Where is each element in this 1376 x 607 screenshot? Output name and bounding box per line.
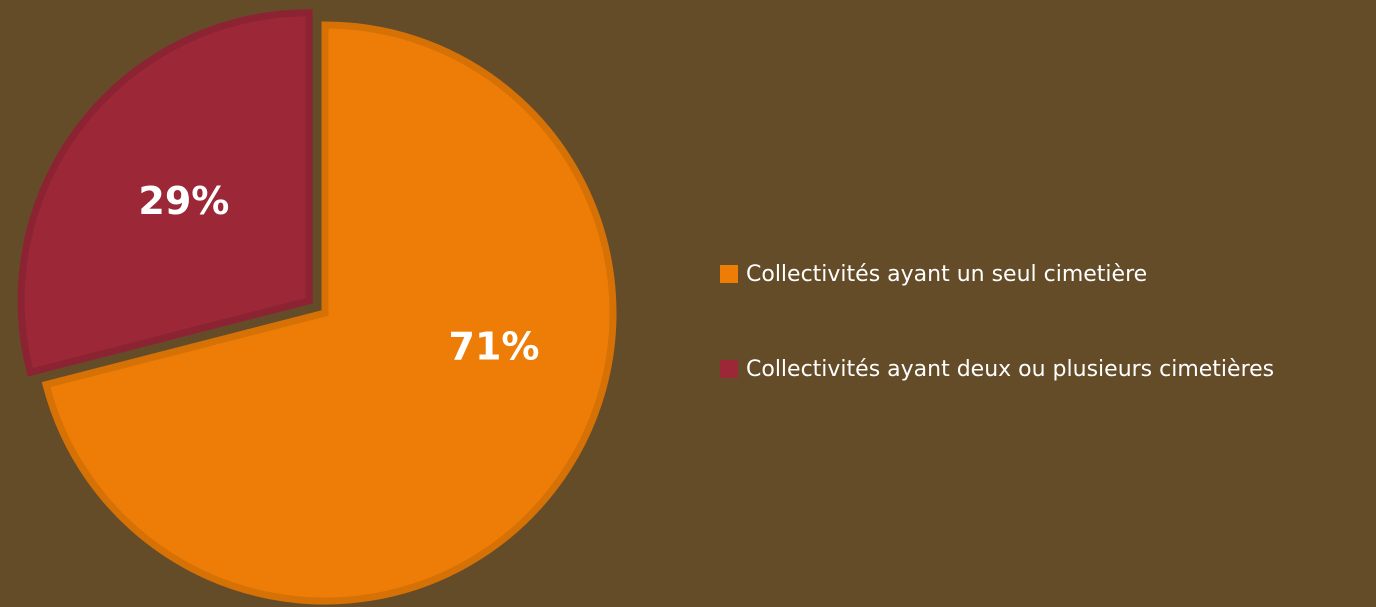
legend-swatch	[720, 265, 738, 283]
legend-swatch	[720, 360, 738, 378]
data-label: 29%	[138, 179, 229, 223]
pie-slice	[41, 21, 617, 605]
legend-label: Collectivités ayant un seul cimetière	[746, 262, 1147, 287]
legend-label: Collectivités ayant deux ou plusieurs ci…	[746, 357, 1274, 382]
pie-slice	[17, 9, 313, 377]
data-label: 71%	[449, 324, 540, 368]
